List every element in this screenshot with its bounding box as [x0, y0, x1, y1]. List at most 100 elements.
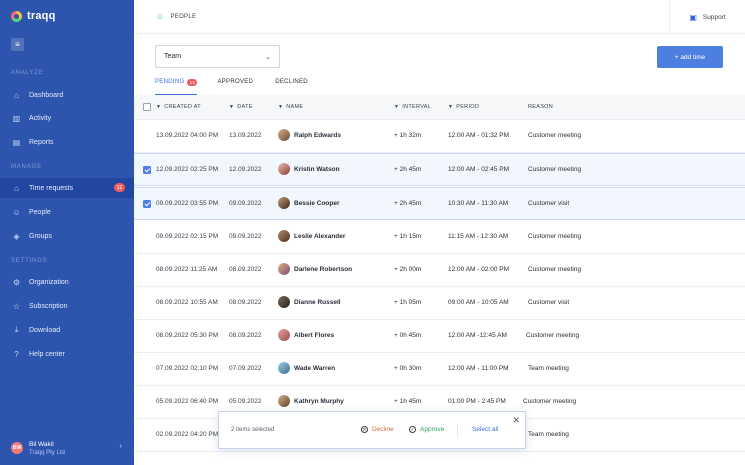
chat-icon: ▣	[689, 12, 697, 22]
brand[interactable]: traqq	[11, 10, 56, 22]
table-row[interactable]: 12.09.2022 02:25 PM 12.09.2022 Kristin W…	[134, 153, 745, 186]
user-menu[interactable]: BW Bil Wakil Traqq Pty Ltd ›	[0, 431, 134, 465]
sidebar-item-dashboard[interactable]: ⌂ Dashboard	[0, 85, 134, 105]
avatar	[278, 296, 290, 308]
sidebar-item-organization[interactable]: ⚙ Organization	[0, 272, 134, 292]
tab-declined[interactable]: DECLINED	[275, 79, 308, 95]
sidebar-item-label: Time requests	[29, 184, 74, 192]
breadcrumb: ☺ PEOPLE	[156, 12, 196, 21]
person-name: Kathryn Murphy	[294, 398, 344, 405]
document-icon: ▤	[12, 137, 21, 147]
menu-toggle-icon[interactable]: ≡	[11, 38, 24, 51]
table-row[interactable]: 07.09.2022 02:10 PM 07.09.2022 Wade Warr…	[134, 353, 745, 386]
sidebar-item-download[interactable]: ⤓ Download	[0, 320, 134, 340]
sort-icon: ▼	[394, 104, 400, 110]
created-at: 08.09.2022 05:30 PM	[156, 332, 219, 339]
sidebar-item-label: People	[29, 208, 51, 216]
reason: Team meeting	[528, 431, 569, 438]
table-row[interactable]: 08.09.2022 10:55 AM 08.09.2022 Dianne Ru…	[134, 287, 745, 320]
table-row[interactable]: 09.09.2022 03:55 PM 09.09.2022 Bessie Co…	[134, 187, 745, 220]
close-icon[interactable]: ✕	[512, 415, 520, 425]
avatar	[278, 395, 290, 407]
select-all-checkbox[interactable]	[143, 103, 151, 111]
created-at: 02.09.2022 04:20 PM	[156, 431, 219, 438]
approve-button[interactable]: ✓ Approve	[409, 426, 444, 433]
header-name[interactable]: ▼ NAME	[278, 104, 303, 110]
help-icon: ?	[14, 349, 19, 359]
person-name: Darlene Robertson	[294, 266, 353, 273]
reason: Customer meeting	[526, 332, 580, 339]
header-interval[interactable]: ▼ INTERVAL	[394, 104, 431, 110]
row-checkbox[interactable]	[143, 166, 151, 174]
interval: + 1h 15m	[394, 233, 422, 240]
interval: + 0h 45m	[394, 332, 422, 339]
tab-label: PENDING	[155, 79, 185, 85]
sidebar-item-groups[interactable]: ◈ Groups	[0, 226, 134, 246]
sidebar-item-help-center[interactable]: ? Help center	[0, 344, 134, 364]
team-select[interactable]: Team ⌄	[155, 45, 280, 68]
pending-count-badge: 12	[187, 79, 198, 86]
selected-count: 2 items selected	[231, 427, 275, 433]
star-icon: ☆	[12, 301, 21, 311]
decline-label: Decline	[372, 426, 394, 433]
interval: + 2h 00m	[394, 266, 422, 273]
date: 09.09.2022	[229, 200, 262, 207]
avatar	[278, 197, 290, 209]
bar-chart-icon: ▥	[12, 113, 21, 123]
sidebar-item-reports[interactable]: ▤ Reports	[0, 132, 134, 152]
period: 12:00 AM - 11:00 PM	[448, 365, 509, 372]
divider	[457, 424, 458, 437]
header-date[interactable]: ▼ DATE	[229, 104, 253, 110]
table-row[interactable]: 13.09.2022 04:00 PM 13.09.2022 Ralph Edw…	[134, 120, 745, 153]
created-at: 08.09.2022 10:55 AM	[156, 299, 218, 306]
person-name: Albert Flores	[294, 332, 335, 339]
sidebar-item-time-requests[interactable]: ⌂ Time requests 12	[0, 178, 134, 198]
person-name: Leslie Alexander	[294, 233, 346, 240]
home-icon: ⌂	[14, 183, 19, 193]
interval: + 0h 30m	[394, 365, 422, 372]
table-row[interactable]: 09.09.2022 02:15 PM 09.09.2022 Leslie Al…	[134, 221, 745, 254]
header-period[interactable]: ▼ PERIOD	[448, 104, 479, 110]
row-checkbox[interactable]	[143, 200, 151, 208]
interval: + 2h 45m	[394, 200, 422, 207]
header-label: REASON	[528, 104, 554, 110]
tab-approved[interactable]: APPROVED	[217, 79, 253, 95]
date: 05.09.2022	[229, 398, 262, 405]
sidebar-item-activity[interactable]: ▥ Activity	[0, 108, 134, 128]
created-at: 08.09.2022 11:25 AM	[156, 266, 218, 273]
avatar	[278, 129, 290, 141]
select-all-link[interactable]: Select all	[472, 426, 499, 433]
created-at: 13.09.2022 04:00 PM	[156, 132, 219, 139]
decline-icon: ✕	[361, 426, 368, 433]
approve-icon: ✓	[409, 426, 416, 433]
period: 12:00 AM - 02:00 PM	[448, 266, 510, 273]
interval: + 1h 32m	[394, 132, 422, 139]
support-label: Support	[702, 13, 726, 21]
decline-button[interactable]: ✕ Decline	[361, 426, 394, 433]
person-name: Dianne Russell	[294, 299, 341, 306]
breadcrumb-label: PEOPLE	[170, 13, 197, 20]
support-button[interactable]: ▣ Support	[669, 0, 745, 34]
sidebar-item-label: Subscription	[29, 302, 68, 310]
header-label: NAME	[286, 104, 304, 110]
reason: Customer meeting	[523, 398, 577, 405]
period: 09:00 AM - 10:05 AM	[448, 299, 509, 306]
time-requests-count-badge: 12	[114, 183, 125, 192]
header-created-at[interactable]: ▼ CREATED AT	[156, 104, 201, 110]
date: 12.09.2022	[229, 166, 262, 173]
add-time-button[interactable]: + add time	[657, 46, 723, 68]
table-row[interactable]: 08.09.2022 05:30 PM 08.09.2022 Albert Fl…	[134, 320, 745, 353]
topbar: ☺ PEOPLE ▣ Support	[134, 0, 745, 34]
layers-icon: ◈	[13, 231, 20, 241]
header-label: INTERVAL	[402, 104, 432, 110]
sidebar-item-subscription[interactable]: ☆ Subscription	[0, 296, 134, 316]
interval: + 2h 45m	[394, 166, 422, 173]
tab-pending[interactable]: PENDING 12	[155, 79, 198, 95]
sidebar-item-label: Help center	[29, 350, 65, 358]
created-at: 12.09.2022 02:25 PM	[156, 166, 219, 173]
sidebar-item-label: Organization	[29, 278, 69, 286]
sidebar-item-people[interactable]: ☺ People	[0, 202, 134, 222]
person-name: Ralph Edwards	[294, 132, 341, 139]
user-company: Traqq Pty Ltd	[29, 449, 65, 456]
table-row[interactable]: 08.09.2022 11:25 AM 08.09.2022 Darlene R…	[134, 254, 745, 287]
